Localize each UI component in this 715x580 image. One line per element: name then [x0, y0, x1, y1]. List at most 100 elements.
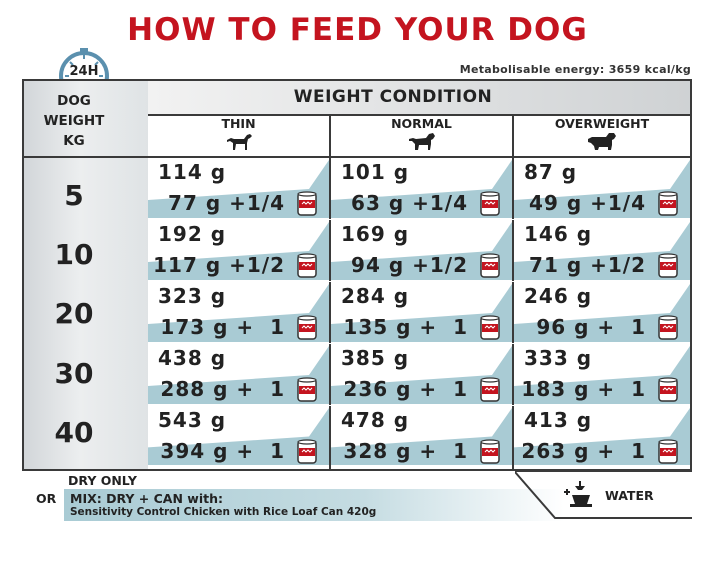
divider	[148, 114, 690, 116]
condition-label: OVERWEIGHT	[554, 116, 650, 131]
condition-header-overweight: OVERWEIGHT	[514, 114, 690, 156]
can-product-name: Sensitivity Control Chicken with Rice Lo…	[70, 506, 377, 518]
can-icon	[297, 315, 317, 340]
condition-label: THIN	[221, 116, 256, 131]
dry-amount: 543 g	[158, 408, 227, 432]
can-icon	[658, 315, 678, 340]
feeding-cell: 323 g 173 g + 1	[148, 282, 329, 344]
mix-amount: 394 g + 1	[160, 439, 285, 463]
dry-amount: 101 g	[341, 160, 410, 184]
or-label: OR	[36, 491, 57, 506]
mix-band-shape	[148, 407, 329, 466]
feeding-cell: 192 g 117 g +1/2	[148, 220, 329, 282]
weight-condition-band	[148, 81, 690, 114]
can-icon	[658, 439, 678, 464]
can-icon	[297, 253, 317, 278]
thin-dog-icon	[226, 134, 252, 150]
mix-band-shape	[331, 346, 512, 404]
mix-band-shape	[148, 346, 329, 404]
mix-band-shape	[148, 222, 329, 280]
mix-amount: 183 g + 1	[521, 377, 646, 401]
mix-amount: 288 g + 1	[160, 377, 285, 401]
dry-amount: 114 g	[158, 160, 227, 184]
mix-amount: 117 g +1/2	[153, 253, 285, 277]
dry-amount: 284 g	[341, 284, 410, 308]
mix-amount: 328 g + 1	[343, 439, 468, 463]
condition-header-normal: NORMAL	[331, 114, 512, 156]
can-icon	[480, 315, 500, 340]
mix-band	[64, 489, 564, 521]
mix-band-shape	[148, 284, 329, 342]
dry-amount: 192 g	[158, 222, 227, 246]
feeding-cell: 438 g 288 g + 1	[148, 344, 329, 406]
mix-amount: 236 g + 1	[343, 377, 468, 401]
mix-amount: 135 g + 1	[343, 315, 468, 339]
mix-amount: 263 g + 1	[521, 439, 646, 463]
divider	[329, 114, 331, 469]
mix-band-shape	[148, 160, 329, 218]
row-divider	[148, 405, 690, 406]
overweight-dog-icon	[588, 133, 616, 150]
dry-amount: 246 g	[524, 284, 593, 308]
can-icon	[480, 377, 500, 402]
feeding-cell: 246 g 96 g + 1	[514, 282, 690, 344]
weight-value: 10	[54, 238, 94, 271]
can-icon	[480, 191, 500, 216]
can-icon	[658, 377, 678, 402]
feeding-cell: 333 g 183 g + 1	[514, 344, 690, 406]
feeding-cell: 146 g 71 g +1/2	[514, 220, 690, 282]
can-icon	[658, 253, 678, 278]
weight-header-line: DOG	[57, 93, 91, 109]
mix-amount: 77 g +1/4	[168, 191, 285, 215]
feeding-cell: 543 g 394 g + 1	[148, 406, 329, 467]
mix-band-shape	[514, 222, 690, 280]
mix-amount: 173 g + 1	[160, 315, 285, 339]
weight-value: 40	[54, 416, 94, 449]
mix-band-shape	[514, 346, 690, 404]
dry-amount: 478 g	[341, 408, 410, 432]
dry-amount: 87 g	[524, 160, 578, 184]
dry-amount: 413 g	[524, 408, 593, 432]
can-icon	[297, 439, 317, 464]
can-icon	[297, 191, 317, 216]
mix-band-shape	[514, 407, 690, 466]
feeding-cell: 87 g 49 g +1/4	[514, 158, 690, 220]
row-divider	[148, 343, 690, 344]
mix-band-shape	[514, 160, 690, 218]
mix-band-shape	[331, 284, 512, 342]
divider	[24, 156, 690, 158]
water-box	[515, 470, 692, 519]
feeding-cell: 478 g 328 g + 1	[331, 406, 512, 467]
feeding-cell: 114 g 77 g +1/4	[148, 158, 329, 220]
mix-band-shape	[514, 284, 690, 342]
dry-amount: 333 g	[524, 346, 593, 370]
dry-amount: 323 g	[158, 284, 227, 308]
weight-condition-title: WEIGHT CONDITION	[293, 87, 493, 107]
mix-amount: 71 g +1/2	[529, 253, 646, 277]
condition-label: NORMAL	[391, 116, 452, 131]
energy-note: Metabolisable energy: 3659 kcal/kg	[459, 63, 691, 76]
clock-label: 24H	[69, 64, 99, 79]
dry-amount: 146 g	[524, 222, 593, 246]
mix-label: MIX: DRY + CAN with:	[70, 491, 223, 506]
condition-header-thin: THIN	[148, 114, 329, 156]
normal-dog-icon	[408, 133, 435, 150]
weight-header-line: KG	[63, 133, 85, 149]
can-icon	[297, 377, 317, 402]
water-label: WATER	[605, 488, 654, 503]
mix-band-shape	[331, 160, 512, 218]
weight-header-line: WEIGHT	[43, 113, 105, 129]
divider	[512, 114, 514, 469]
weight-value: 30	[54, 357, 94, 390]
mix-band-shape	[331, 407, 512, 466]
dry-amount: 169 g	[341, 222, 410, 246]
feeding-cell: 385 g 236 g + 1	[331, 344, 512, 406]
dry-only-label: DRY ONLY	[68, 473, 137, 488]
weight-header: DOG WEIGHT KG	[24, 91, 124, 151]
mix-band-shape	[331, 222, 512, 280]
mix-amount: 96 g + 1	[536, 315, 646, 339]
mix-amount: 63 g +1/4	[351, 191, 468, 215]
weight-value: 5	[64, 179, 84, 212]
feeding-cell: 101 g 63 g +1/4	[331, 158, 512, 220]
can-icon	[480, 439, 500, 464]
